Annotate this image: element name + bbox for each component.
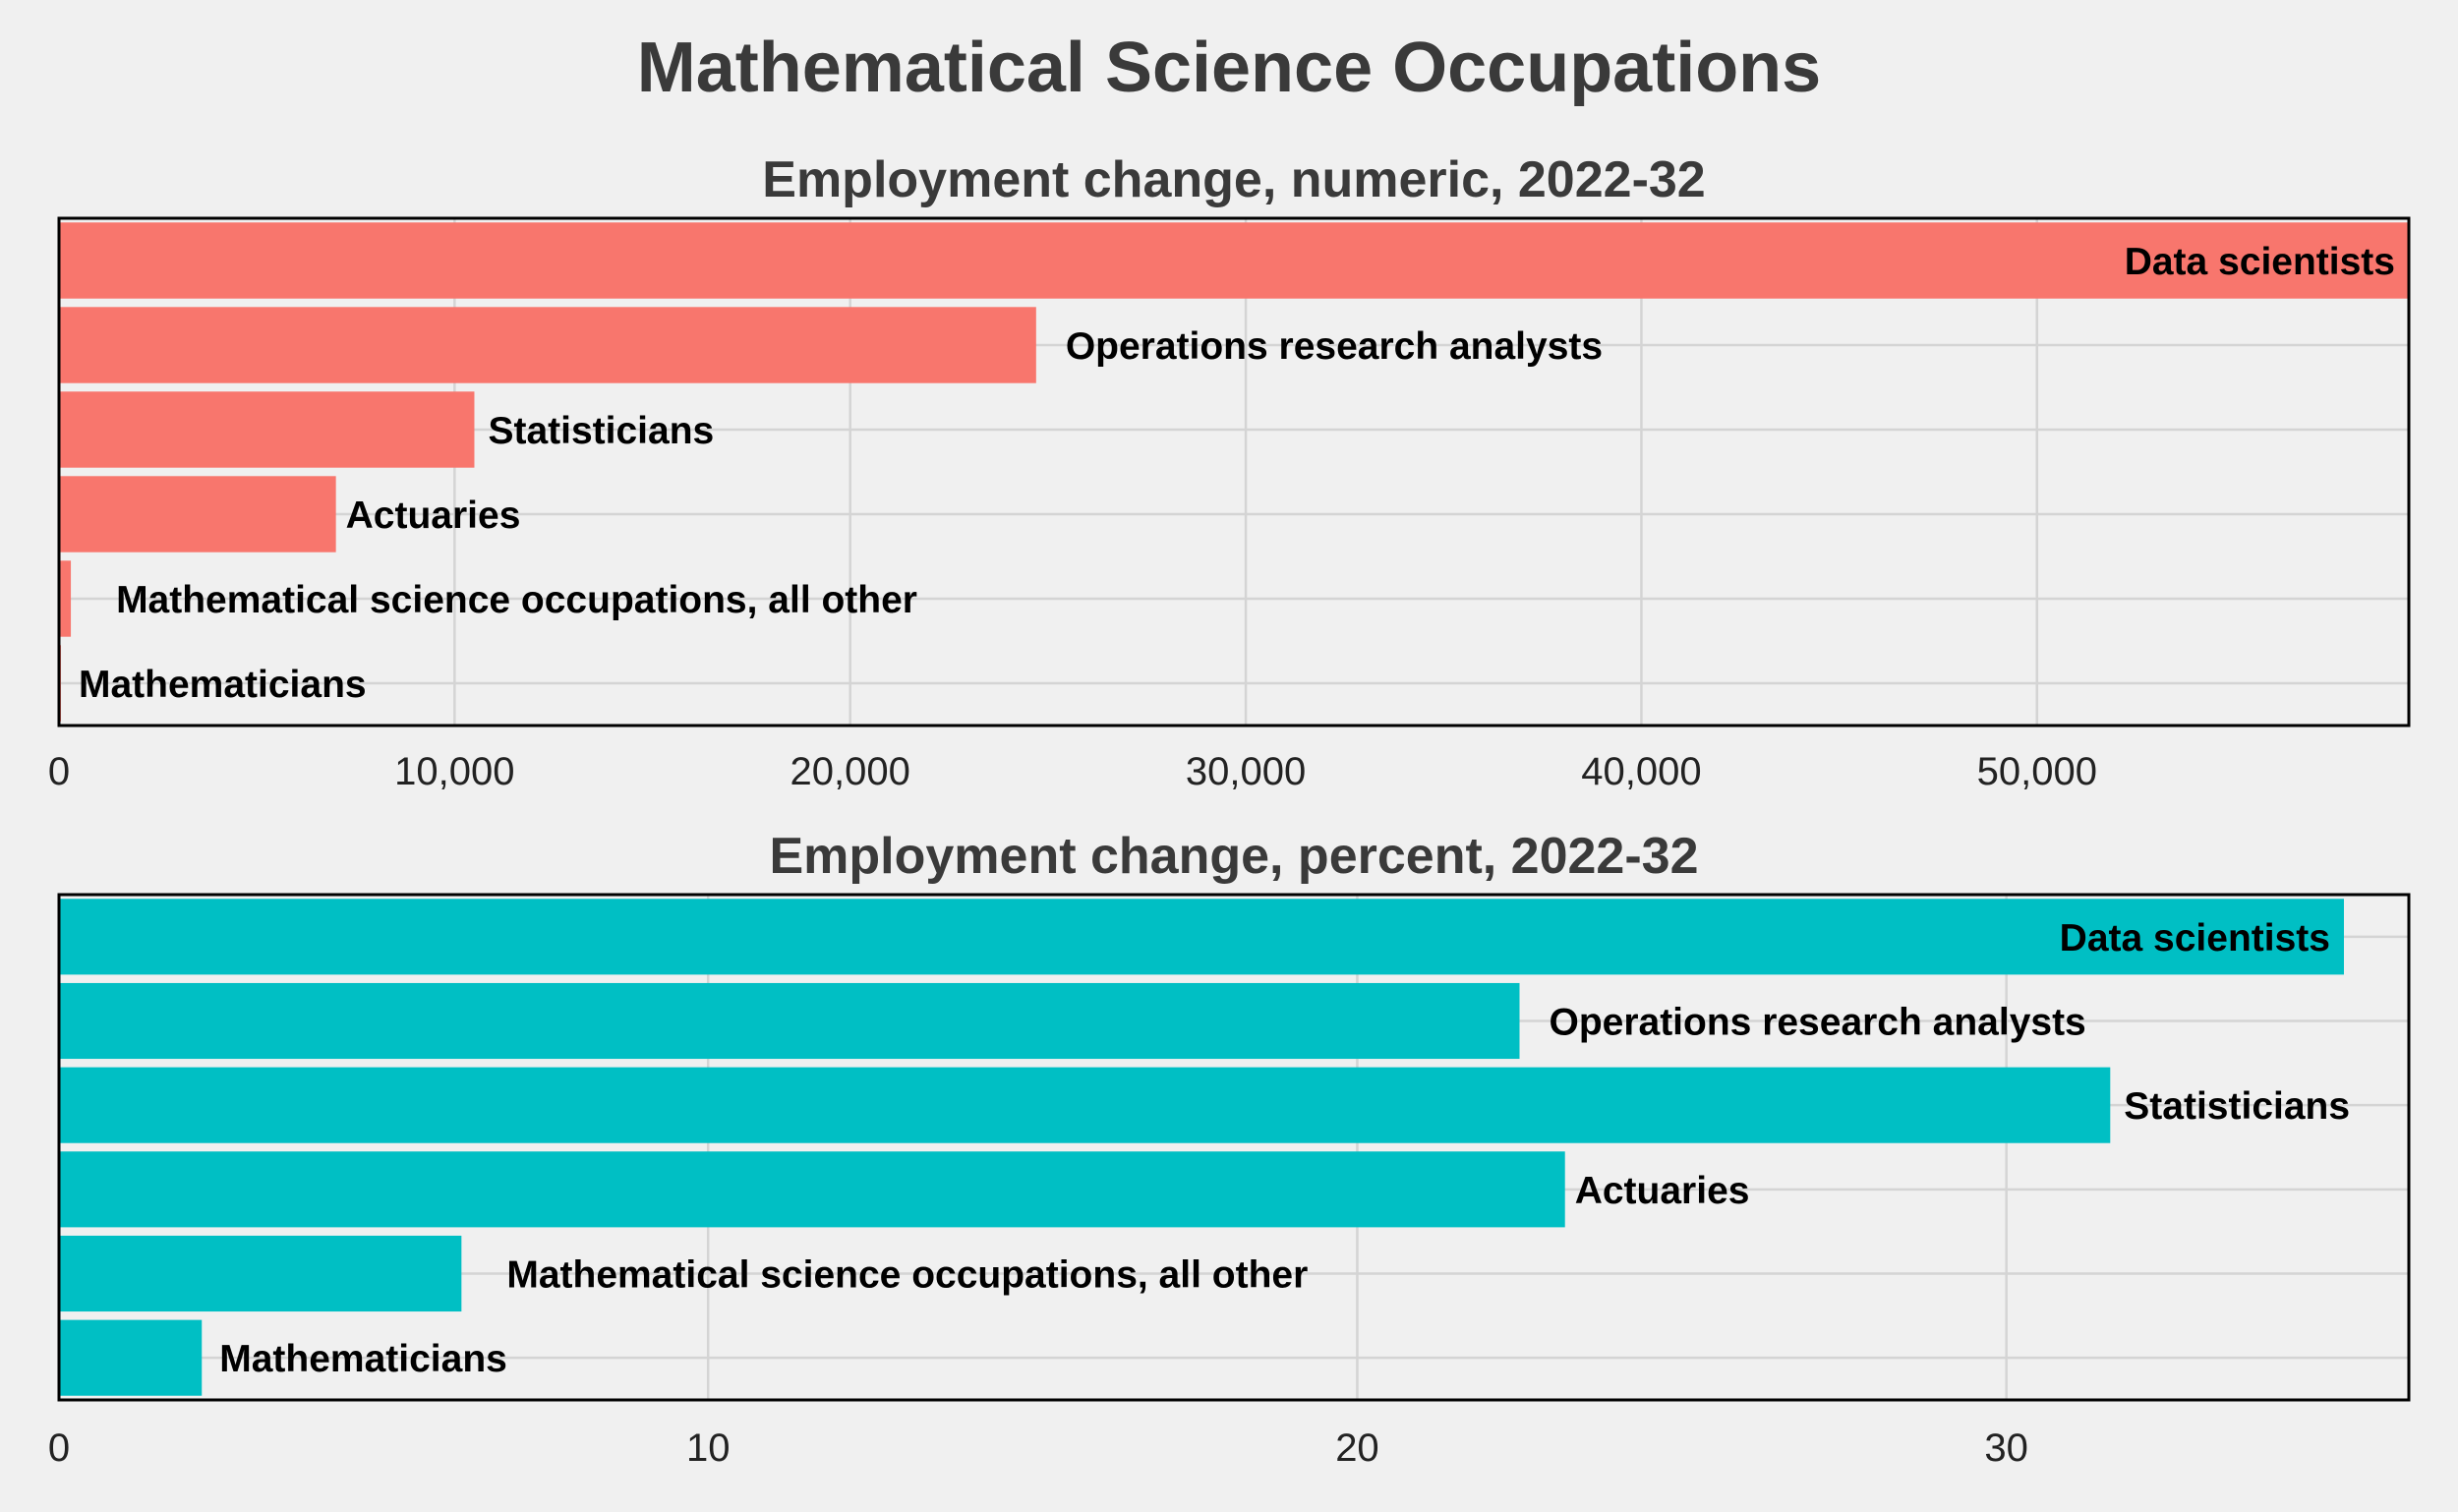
x-tick-label: 20	[1335, 1426, 1379, 1470]
x-tick-label: 10	[686, 1426, 731, 1470]
x-tick-label: 30,000	[1186, 750, 1306, 793]
bar-data-scientists	[59, 222, 2409, 299]
x-tick-label: 20,000	[790, 750, 910, 793]
bar-statisticians	[59, 1067, 2111, 1143]
panel-frame	[57, 216, 2411, 727]
bar-operations-research-analysts	[59, 982, 1520, 1060]
panel-frame	[57, 893, 2411, 1402]
bar-actuaries	[59, 476, 336, 552]
panel-title: Employment change, numeric, 2022-32	[762, 151, 1705, 208]
panel-title: Employment change, percent, 2022-32	[769, 828, 1698, 885]
x-tick-label: 50,000	[1977, 750, 2097, 793]
bar-mathematical-science-occupations-all-other	[59, 1235, 462, 1312]
bar-label: Mathematicians	[79, 664, 367, 706]
chart-title: Mathematical Science Occupations	[636, 29, 1822, 107]
x-tick-label: 30	[1984, 1426, 2028, 1470]
bar-label: Statisticians	[488, 410, 714, 452]
x-tick-label: 0	[48, 750, 70, 793]
bar-mathematical-science-occupations-all-other	[59, 560, 72, 637]
x-tick-label: 40,000	[1581, 750, 1701, 793]
bar-label: Data scientists	[2060, 917, 2330, 960]
bar-label: Mathematicians	[219, 1338, 507, 1380]
bar-label: Statisticians	[2124, 1085, 2350, 1128]
bar-label: Operations research analysts	[1549, 1002, 2085, 1044]
bar-label: Mathematical science occupations, all ot…	[506, 1254, 1308, 1297]
bar-label: Mathematical science occupations, all ot…	[116, 579, 917, 621]
bar-label: Data scientists	[2125, 241, 2395, 283]
x-tick-label: 10,000	[394, 750, 514, 793]
panel-1: Employment change, numeric, 2022-32 Data …	[48, 151, 2411, 793]
bar-mathematicians	[59, 1319, 203, 1396]
bar-label: Operations research analysts	[1066, 325, 1603, 368]
bar-operations-research-analysts	[59, 307, 1036, 383]
bar-label: Actuaries	[1575, 1170, 1750, 1212]
bar-data-scientists	[59, 899, 2344, 975]
bar-actuaries	[59, 1151, 1565, 1228]
bar-statisticians	[59, 391, 475, 468]
x-tick-label: 0	[48, 1426, 70, 1470]
panel-2: Employment change, percent, 2022-32 Data …	[48, 828, 2411, 1470]
bar-label: Actuaries	[346, 494, 521, 537]
